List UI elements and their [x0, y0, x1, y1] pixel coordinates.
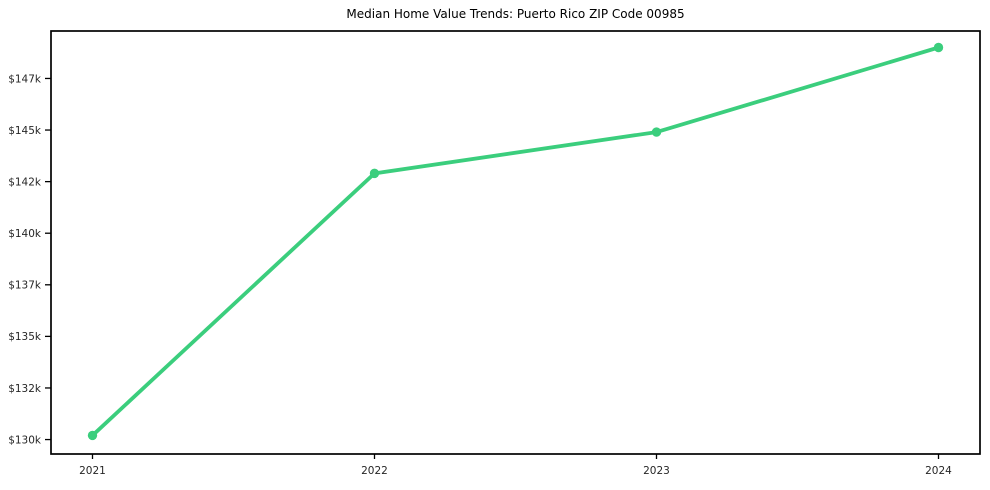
x-tick-label: 2024 [925, 465, 952, 477]
chart-title: Median Home Value Trends: Puerto Rico ZI… [346, 7, 685, 21]
y-tick-label: $137k [8, 280, 42, 292]
y-tick-label: $130k [8, 434, 42, 446]
y-tick-label: $142k [8, 176, 42, 188]
y-tick-label: $147k [8, 73, 42, 85]
trend-line [90, 45, 941, 438]
x-tick-label: 2023 [643, 465, 670, 477]
y-tick-label: $132k [8, 383, 42, 395]
y-tick-label: $140k [8, 228, 42, 240]
x-tick-label: 2022 [361, 465, 388, 477]
data-point-2023 [651, 127, 662, 137]
plot-border [50, 30, 981, 455]
data-point-2021 [87, 430, 98, 441]
data-point-2024 [933, 42, 944, 53]
x-tick-label: 2021 [79, 465, 106, 477]
y-tick-label: $135k [8, 331, 42, 343]
data-point-2022 [369, 168, 380, 179]
y-tick-label: $145k [8, 125, 42, 137]
